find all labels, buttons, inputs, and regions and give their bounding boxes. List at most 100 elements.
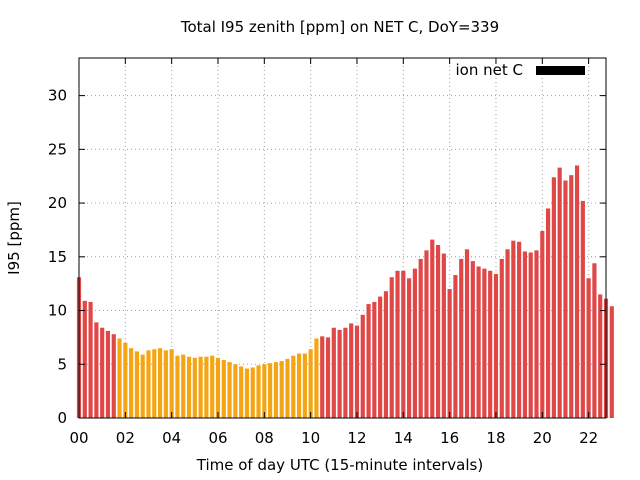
bar [320, 336, 325, 418]
bar [528, 252, 533, 418]
bar [140, 354, 145, 418]
x-tick-label: 00 [69, 429, 88, 447]
bar [517, 241, 522, 418]
bar [569, 175, 574, 418]
bar [256, 365, 261, 418]
bar [146, 350, 151, 418]
bar [227, 362, 232, 418]
bar [268, 363, 273, 418]
bar [395, 270, 400, 418]
x-tick-label: 02 [116, 429, 135, 447]
x-tick-label: 06 [208, 429, 227, 447]
ticks [78, 58, 606, 419]
bar [418, 258, 423, 418]
bar [366, 304, 371, 418]
bar [435, 244, 441, 418]
bar [441, 253, 446, 418]
bar [476, 266, 481, 418]
bar [424, 250, 429, 418]
bar [215, 357, 221, 418]
bar [134, 351, 139, 418]
y-axis-label: I95 [ppm] [5, 201, 23, 275]
bar [273, 362, 278, 418]
bar [169, 349, 174, 418]
bar [499, 258, 504, 418]
bar [557, 167, 562, 418]
y-tick-label: 20 [48, 194, 67, 212]
bar [551, 177, 556, 418]
x-tick-label: 08 [255, 429, 274, 447]
bar [598, 294, 603, 418]
bar [505, 249, 510, 418]
bar [198, 356, 203, 418]
bar [592, 263, 597, 418]
y-tick-label: 15 [48, 248, 67, 266]
bar [244, 368, 250, 418]
bar [337, 329, 342, 418]
chart-title: Total I95 zenith [ppm] on NET C, DoY=339 [180, 18, 499, 36]
bar [470, 261, 475, 418]
bar [331, 327, 336, 418]
bar [609, 306, 614, 418]
bar [540, 231, 545, 418]
y-tick-label: 5 [57, 355, 67, 373]
bar [250, 367, 255, 418]
bar [534, 250, 539, 418]
bar [210, 355, 215, 418]
x-tick-label: 10 [301, 429, 320, 447]
bar [372, 301, 377, 418]
bar [522, 251, 528, 418]
bar [447, 289, 452, 418]
bar [580, 200, 585, 418]
bar [349, 323, 354, 418]
bar [302, 353, 307, 418]
bar [482, 268, 487, 418]
bar [111, 334, 116, 418]
bar [204, 356, 209, 418]
bar [105, 330, 111, 418]
y-tick-label: 30 [48, 87, 67, 105]
bar [389, 277, 394, 418]
bar [430, 239, 435, 418]
bar [291, 355, 296, 418]
legend-swatch [536, 66, 585, 75]
bar [233, 364, 238, 418]
bar [279, 361, 284, 418]
x-tick-label: 18 [486, 429, 505, 447]
bars [76, 165, 614, 418]
bar [221, 359, 226, 418]
bar [453, 275, 458, 418]
plot-frame [78, 57, 607, 419]
x-tick-label: 12 [347, 429, 366, 447]
bar [586, 278, 591, 418]
x-tick-label: 20 [533, 429, 552, 447]
y-tick-label: 0 [57, 409, 67, 427]
x-tick-label: 04 [162, 429, 181, 447]
bar [378, 296, 383, 418]
x-tick-label: 16 [440, 429, 459, 447]
bar [129, 348, 134, 418]
x-tick-labels: 00 02 04 06 08 10 12 14 16 18 20 22 [69, 429, 598, 447]
bar [314, 338, 319, 418]
bar [117, 338, 122, 418]
bar [407, 278, 412, 418]
bar [239, 366, 244, 418]
bar [401, 270, 406, 418]
x-tick-label: 14 [394, 429, 413, 447]
bar [123, 342, 128, 418]
bar [285, 358, 290, 418]
bar [511, 240, 516, 418]
y-tick-labels: 0 5 10 15 20 25 30 [48, 87, 67, 427]
bar [152, 349, 157, 418]
bar [157, 348, 163, 418]
bar [354, 325, 360, 418]
bar [186, 356, 192, 418]
bar [574, 165, 580, 418]
bar [94, 322, 99, 418]
bar [459, 258, 464, 418]
bar [493, 274, 499, 418]
bar [100, 327, 105, 418]
bar [464, 249, 470, 418]
bar [412, 268, 417, 418]
